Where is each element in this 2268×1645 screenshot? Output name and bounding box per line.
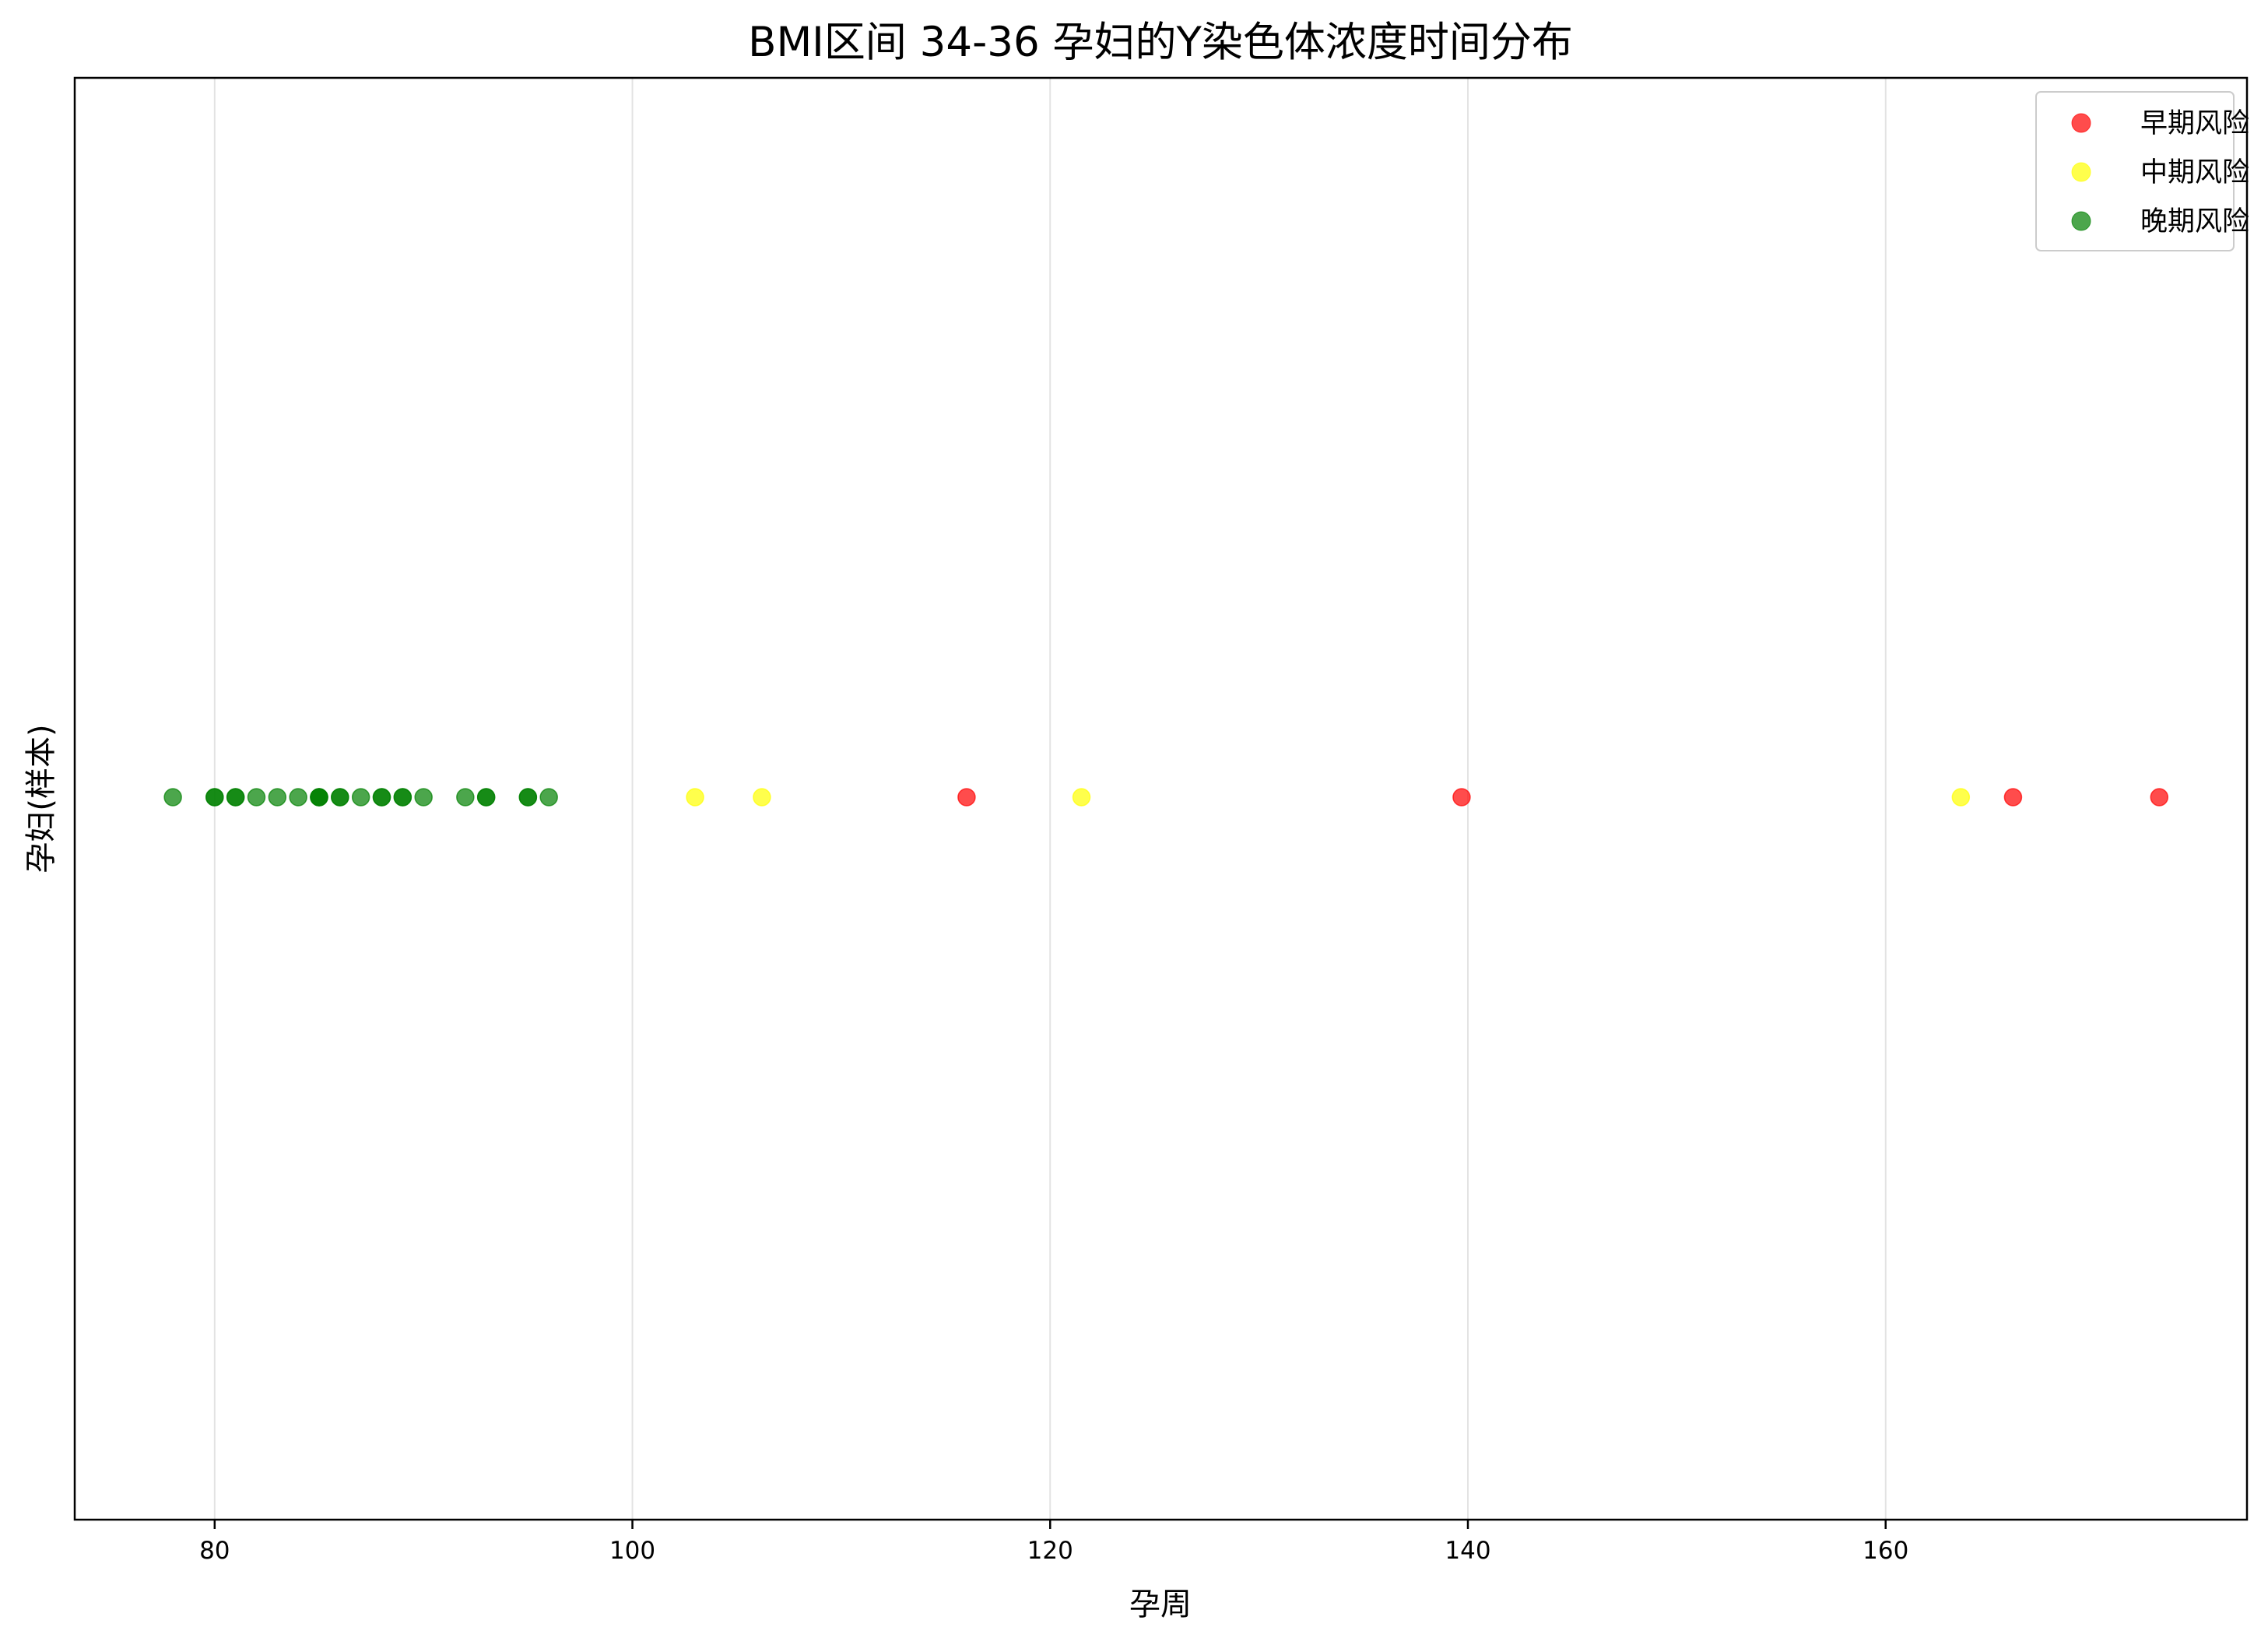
data-point-series-2-2 [205, 788, 224, 807]
data-point-series-2-18 [414, 788, 433, 807]
data-point-series-2-12 [331, 788, 349, 807]
data-point-series-2-13 [351, 788, 370, 807]
data-point-series-2-17 [393, 788, 413, 807]
data-point-series-1-1 [753, 788, 771, 807]
grid-lines [213, 78, 1887, 1520]
legend-label-early: 早期风险 [2140, 108, 2249, 139]
data-point-series-2-15 [372, 788, 391, 807]
data-point-series-2-5 [247, 788, 266, 807]
data-point-series-1-3 [1951, 788, 1971, 807]
x-axis-label: 孕周 [1129, 1587, 1192, 1622]
x-tick-label: 160 [1862, 1537, 1908, 1565]
x-tick-label: 120 [1027, 1537, 1073, 1565]
data-point-series-0-1 [1452, 788, 1471, 807]
data-point-series-0-2 [2003, 788, 2023, 807]
legend-marker-late [2071, 211, 2091, 231]
data-point-series-1-2 [1072, 788, 1091, 807]
x-tick-label: 100 [609, 1537, 655, 1565]
x-tick-label: 80 [199, 1537, 230, 1565]
scatter-points [163, 788, 2169, 807]
legend: 早期风险 中期风险 晚期风险 [2035, 91, 2249, 251]
data-point-series-2-6 [268, 788, 287, 807]
x-tick-label: 140 [1445, 1537, 1490, 1565]
data-point-series-2-10 [310, 788, 328, 807]
data-point-series-2-7 [289, 788, 307, 807]
y-axis-label: 孕妇(样本) [23, 724, 59, 873]
plot-frame [73, 76, 2249, 1521]
data-point-series-1-0 [686, 788, 704, 807]
data-point-series-0-3 [2150, 788, 2169, 807]
data-point-series-2-23 [518, 788, 538, 807]
legend-marker-mid [2071, 162, 2091, 182]
legend-label-mid: 中期风险 [2140, 157, 2249, 188]
data-point-series-2-21 [476, 788, 496, 807]
chart-title: BMI区间 34-36 孕妇的Y染色体浓度时间分布 [748, 19, 1573, 66]
data-point-series-2-19 [456, 788, 475, 807]
data-point-series-2-0 [163, 788, 182, 807]
legend-marker-early [2071, 113, 2091, 133]
data-point-series-2-4 [226, 788, 245, 807]
data-point-series-0-0 [957, 788, 976, 807]
legend-label-late: 晚期风险 [2140, 206, 2249, 237]
data-point-series-2-24 [539, 788, 558, 807]
x-axis-ticks: 80 100 120 140 160 [199, 1520, 1908, 1565]
